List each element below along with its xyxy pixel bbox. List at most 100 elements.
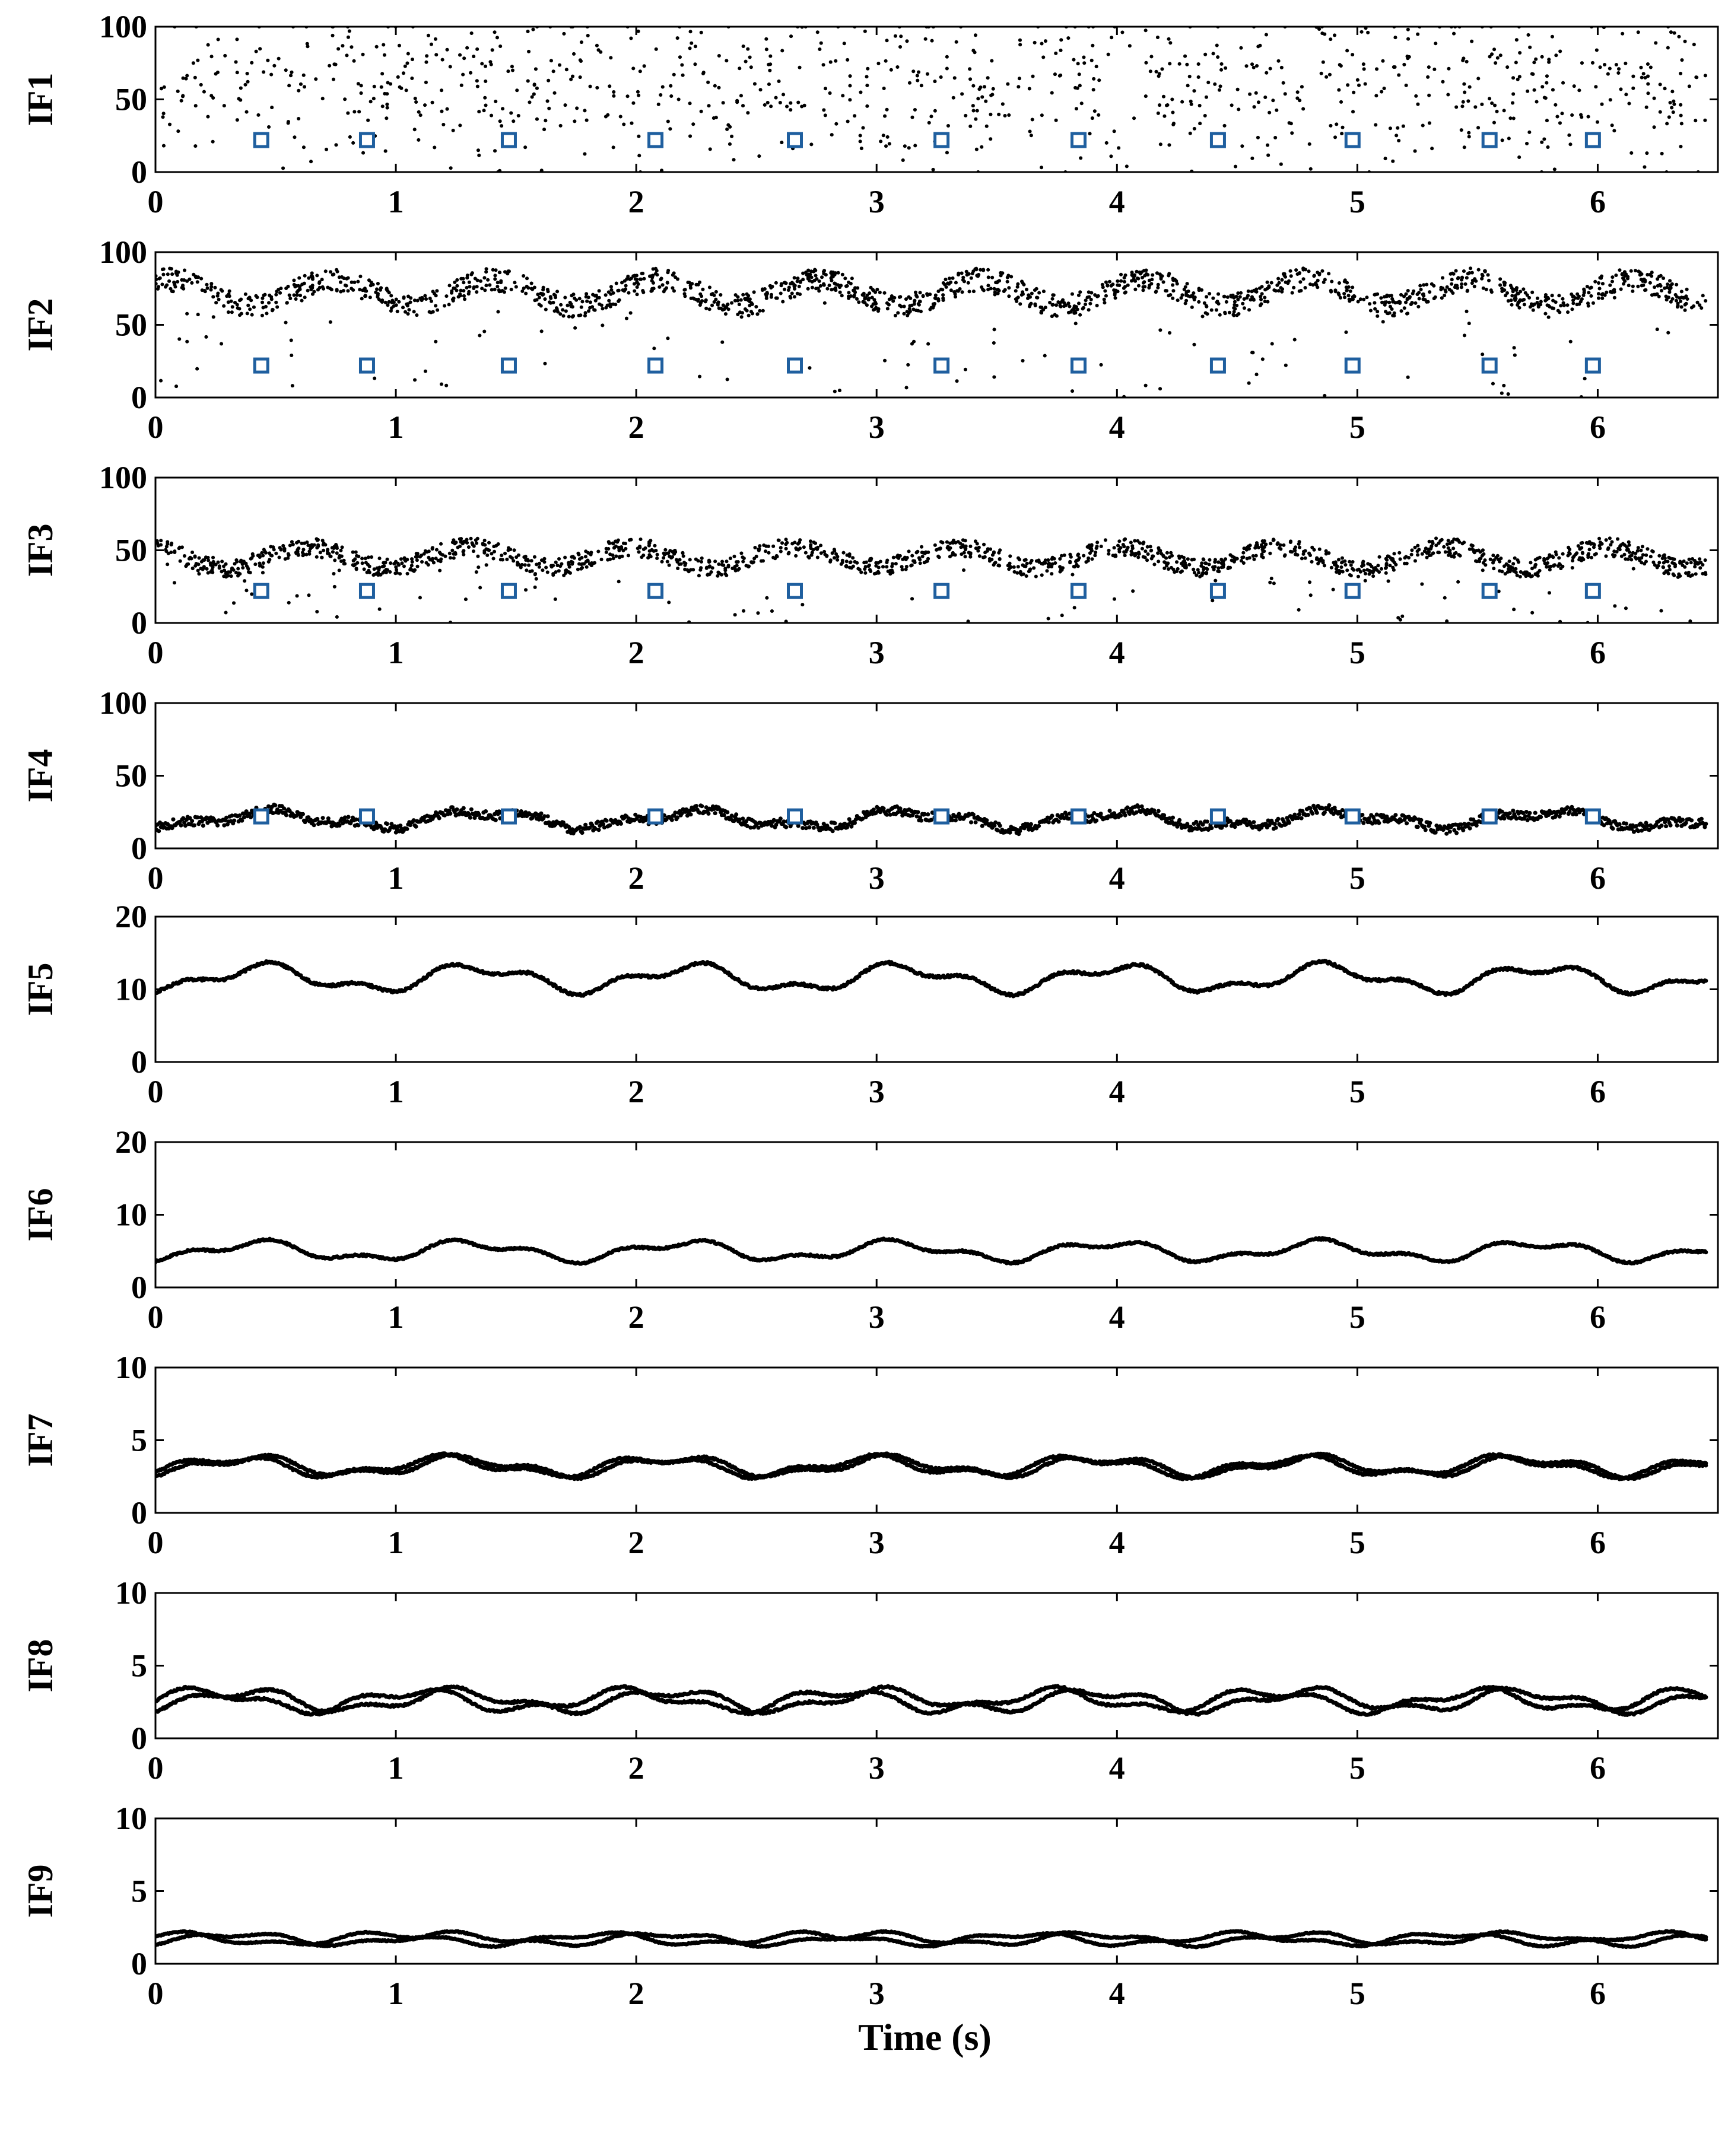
event-marker (500, 583, 517, 599)
y-axis-label: IF9 (21, 1865, 60, 1918)
y-tick-label: 10 (115, 1197, 147, 1233)
y-axis-label: IF1 (21, 73, 60, 126)
y-tick-label: 100 (99, 9, 147, 44)
event-marker (1070, 808, 1087, 825)
x-tick-label: 0 (148, 1976, 164, 2011)
series-curve-2 (155, 1929, 1708, 1950)
scatter-points (155, 536, 1708, 623)
x-tick-label: 0 (148, 409, 164, 445)
event-marker (358, 357, 375, 374)
event-marker (1070, 132, 1087, 148)
x-tick-label: 0 (148, 635, 164, 670)
x-tick-label: 2 (628, 409, 644, 445)
subplot-if1: 0 1 2 3 4 5 6 0 50 100 IF1 (21, 9, 1719, 220)
event-marker (1481, 808, 1498, 825)
y-tick-label: 0 (131, 605, 147, 641)
event-marker (933, 583, 950, 599)
x-tick-label: 5 (1349, 1074, 1365, 1109)
x-tick-label: 0 (148, 184, 164, 220)
x-tick-label: 5 (1349, 409, 1365, 445)
x-tick-label: 6 (1590, 635, 1606, 670)
x-tick-label: 3 (869, 860, 885, 896)
y-tick-label: 5 (131, 1648, 147, 1684)
axes-box (154, 1141, 1719, 1289)
series-curve-1 (155, 802, 1708, 837)
event-marker (500, 808, 517, 825)
x-tick-label: 4 (1109, 1299, 1125, 1335)
y-tick-label: 5 (131, 1874, 147, 1909)
x-tick-label: 0 (148, 1525, 164, 1560)
data-points (155, 1236, 1708, 1266)
event-marker (787, 583, 803, 599)
y-axis-label: IF5 (21, 963, 60, 1016)
data-points (155, 802, 1708, 837)
axes-box (154, 1592, 1719, 1740)
subplot-if7: 0 1 2 3 4 5 6 0 5 10 IF7 (21, 1350, 1719, 1560)
y-axis-label: IF3 (21, 524, 60, 577)
event-marker (1209, 583, 1226, 599)
y-tick-label: 0 (131, 1495, 147, 1531)
x-tick-label: 2 (628, 860, 644, 896)
subplot-if9: 0 1 2 3 4 5 6 0 5 10 IF9 Time (s) (21, 1801, 1719, 2058)
y-tick-label: 20 (115, 899, 147, 934)
x-tick-label: 5 (1349, 635, 1365, 670)
y-tick-label: 50 (115, 533, 147, 568)
x-tick-label: 4 (1109, 1525, 1125, 1560)
event-marker (933, 808, 950, 825)
x-tick-label: 6 (1590, 409, 1606, 445)
x-tick-label: 1 (388, 184, 404, 220)
x-tick-label: 3 (869, 1525, 885, 1560)
x-tick-label: 4 (1109, 184, 1125, 220)
x-tick-label: 6 (1590, 1074, 1606, 1109)
x-tick-label: 5 (1349, 1299, 1365, 1335)
event-marker (1209, 357, 1226, 374)
x-tick-label: 4 (1109, 635, 1125, 670)
series-curve-1 (155, 1451, 1708, 1481)
event-marker (1584, 132, 1601, 148)
event-marker (647, 808, 664, 825)
event-marker (1481, 132, 1498, 148)
x-tick-label: 0 (148, 1750, 164, 1786)
event-marker (1344, 357, 1361, 374)
y-tick-label: 0 (131, 1721, 147, 1756)
y-tick-label: 10 (115, 1350, 147, 1385)
x-tick-label: 1 (388, 1525, 404, 1560)
event-marker (358, 583, 375, 599)
x-tick-label: 6 (1590, 184, 1606, 220)
y-tick-label: 20 (115, 1124, 147, 1160)
x-tick-label: 5 (1349, 1750, 1365, 1786)
event-marker (1209, 132, 1226, 148)
x-tick-label: 4 (1109, 1750, 1125, 1786)
x-tick-label: 5 (1349, 184, 1365, 220)
event-marker (787, 132, 803, 148)
x-tick-label: 1 (388, 1074, 404, 1109)
subplot-if6: 0 1 2 3 4 5 6 0 10 20 IF6 (21, 1124, 1719, 1335)
x-tick-label: 3 (869, 1299, 885, 1335)
event-marker (1481, 357, 1498, 374)
x-tick-label: 6 (1590, 1525, 1606, 1560)
x-tick-label: 6 (1590, 1976, 1606, 2011)
x-tick-label: 0 (148, 1299, 164, 1335)
event-marker (787, 808, 803, 825)
x-tick-label: 2 (628, 635, 644, 670)
event-marker (358, 808, 375, 825)
event-marker (933, 357, 950, 374)
event-marker (253, 132, 269, 148)
y-axis-label: IF7 (21, 1414, 60, 1467)
x-tick-label: 4 (1109, 409, 1125, 445)
x-tick-label: 2 (628, 184, 644, 220)
event-marker (500, 357, 517, 374)
x-tick-label: 4 (1109, 1074, 1125, 1109)
y-tick-label: 0 (131, 1044, 147, 1080)
y-tick-label: 100 (99, 685, 147, 721)
y-tick-label: 100 (99, 234, 147, 270)
subplot-if5: 0 1 2 3 4 5 6 0 10 20 IF5 (21, 899, 1719, 1109)
x-tick-label: 2 (628, 1976, 644, 2011)
x-tick-label: 4 (1109, 860, 1125, 896)
event-marker (647, 132, 664, 148)
x-tick-label: 5 (1349, 1976, 1365, 2011)
y-tick-label: 50 (115, 758, 147, 794)
series-curve-2 (155, 1451, 1708, 1481)
event-marker (1070, 357, 1087, 374)
